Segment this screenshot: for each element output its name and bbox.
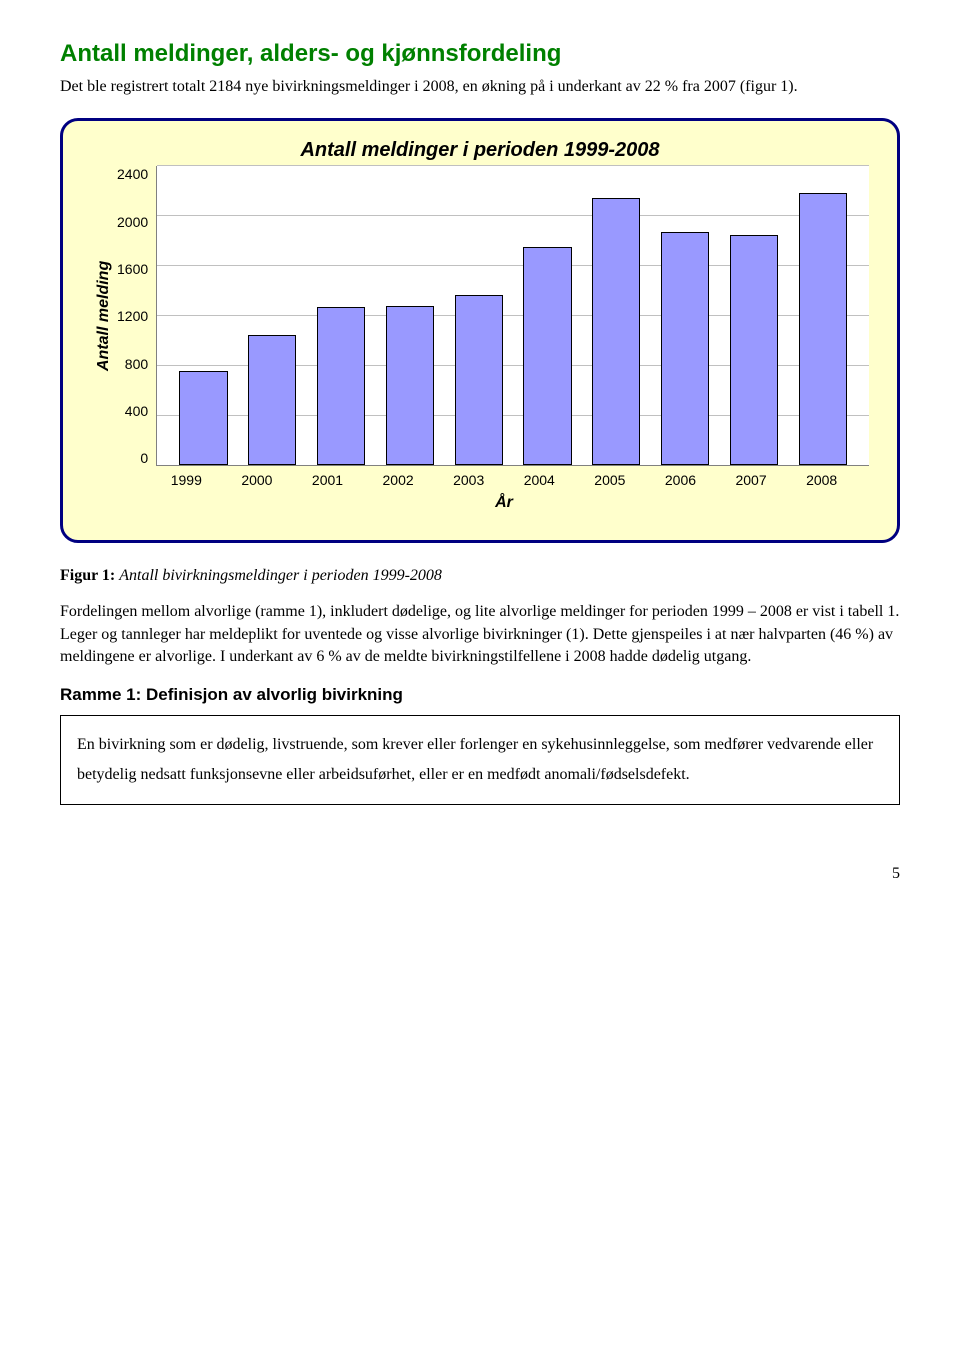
chart-bar [386, 306, 434, 465]
chart-xtick: 2006 [645, 466, 716, 488]
chart-xtick: 1999 [151, 466, 222, 488]
chart-title: Antall meldinger i perioden 1999-2008 [91, 139, 869, 162]
chart-bar-slot [582, 166, 651, 465]
chart-bar-slot [513, 166, 582, 465]
chart-bar [317, 307, 365, 465]
chart-bar-slot [719, 166, 788, 465]
chart-xtick: 2007 [716, 466, 787, 488]
figure-caption-bold: Figur 1: [60, 567, 115, 584]
chart-bar-slot [376, 166, 445, 465]
chart-xtick: 2003 [433, 466, 504, 488]
chart-xlabel: År [139, 494, 869, 512]
body-paragraph: Fordelingen mellom alvorlige (ramme 1), … [60, 601, 900, 668]
chart-xtick: 2004 [504, 466, 575, 488]
page-number: 5 [60, 865, 900, 883]
chart-bar [523, 247, 571, 465]
figure-caption: Figur 1: Antall bivirkningsmeldinger i p… [60, 567, 900, 585]
chart-xticks: 1999200020012002200320042005200620072008 [139, 466, 869, 488]
chart-bar [661, 232, 709, 465]
chart-bar-slot [307, 166, 376, 465]
chart-bar [730, 235, 778, 465]
chart-bar-slot [238, 166, 307, 465]
chart-bar-slot [444, 166, 513, 465]
chart-bar-slot [651, 166, 720, 465]
chart-bar [799, 193, 847, 465]
chart-ytick: 1200 [117, 308, 148, 324]
chart-ytick: 1600 [117, 261, 148, 277]
chart-bar-slot [788, 166, 857, 465]
chart-yticks: 2400 2000 1600 1200 800 400 0 [117, 166, 156, 466]
chart-bar [179, 371, 227, 466]
chart-xtick: 2002 [363, 466, 434, 488]
definition-box: En bivirkning som er dødelig, livstruend… [60, 715, 900, 806]
chart-bar-slot [169, 166, 238, 465]
page-title: Antall meldinger, alders- og kjønnsforde… [60, 40, 900, 68]
chart-card: Antall meldinger i perioden 1999-2008 An… [60, 118, 900, 543]
plot-wrap: Antall melding 2400 2000 1600 1200 800 400 0 [91, 166, 869, 466]
chart-bars [157, 166, 869, 465]
chart-xtick: 2005 [575, 466, 646, 488]
chart-plot-area [156, 166, 869, 466]
chart-ytick: 2000 [117, 214, 148, 230]
chart-ytick: 800 [125, 356, 148, 372]
figure-caption-italic: Antall bivirkningsmeldinger i perioden 1… [119, 567, 442, 584]
chart-ylabel: Antall melding [91, 166, 117, 466]
intro-paragraph: Det ble registrert totalt 2184 nye bivir… [60, 76, 900, 98]
chart-bar [455, 295, 503, 466]
chart-xtick: 2001 [292, 466, 363, 488]
chart-bar [248, 335, 296, 466]
chart-ytick: 400 [125, 403, 148, 419]
chart-xtick: 2000 [222, 466, 293, 488]
plot: 2400 2000 1600 1200 800 400 0 [117, 166, 869, 466]
chart-ytick: 2400 [117, 166, 148, 182]
definition-box-heading: Ramme 1: Definisjon av alvorlig bivirkni… [60, 685, 900, 705]
chart-bar [592, 198, 640, 466]
chart-xtick: 2008 [786, 466, 857, 488]
chart-ytick: 0 [140, 450, 148, 466]
